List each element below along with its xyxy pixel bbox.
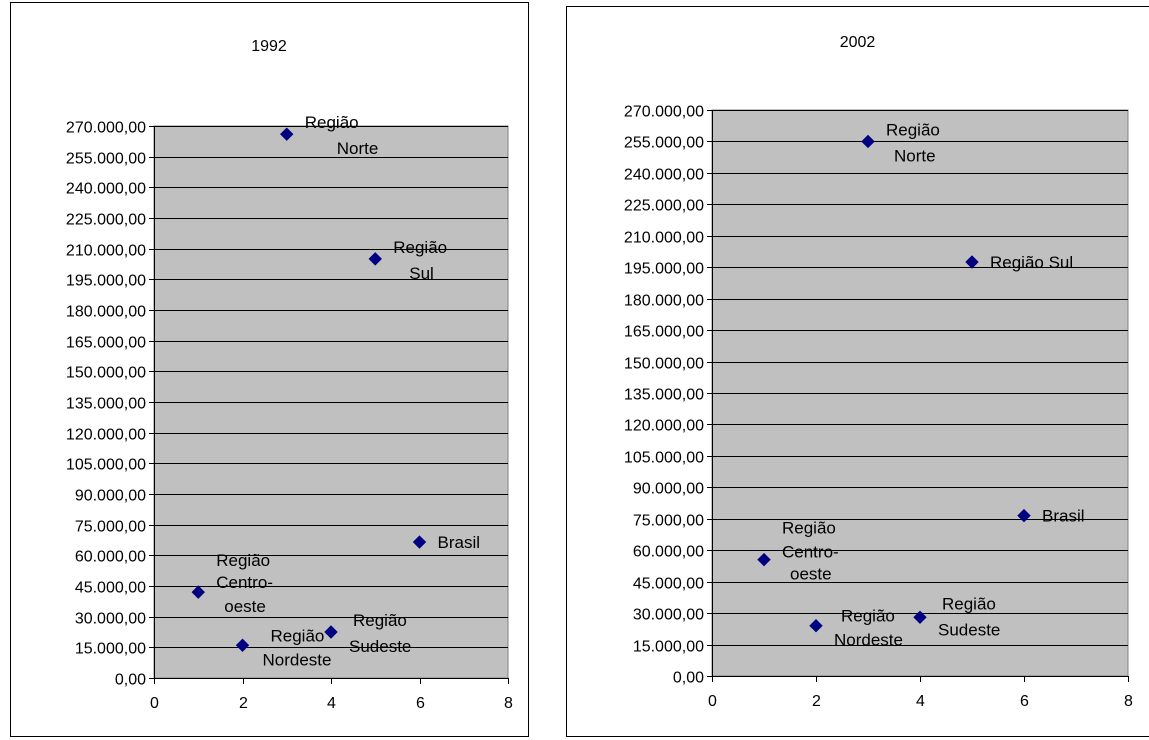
y-tick-label: 225.000,00 — [66, 212, 146, 229]
y-tick-label: 60.000,00 — [633, 544, 704, 561]
y-tick-label: 120.000,00 — [66, 427, 146, 444]
data-label: Brasil — [438, 533, 481, 552]
chart-1992-svg: 1992 0,00 15.000,00 30.000,00 45.000,00 60.00… — [10, 2, 529, 737]
data-label: Nordeste — [834, 631, 903, 650]
data-label: Região — [841, 607, 895, 626]
data-label: Sudeste — [938, 620, 1000, 639]
y-tick-label: 150.000,00 — [624, 356, 704, 373]
data-point — [757, 552, 771, 567]
y-tick-label: 90.000,00 — [633, 481, 704, 498]
y-tick-label: 0,00 — [115, 672, 146, 689]
chart-title: 1992 — [251, 38, 287, 55]
x-tick-label: 2 — [239, 695, 248, 712]
chart-title: 2002 — [840, 34, 876, 51]
data-point — [324, 625, 338, 639]
y-tick-label: 75.000,00 — [75, 519, 146, 536]
y-tick-label: 180.000,00 — [624, 293, 704, 310]
data-point — [368, 252, 382, 266]
x-tick-label: 6 — [1020, 693, 1029, 710]
x-tick-label: 6 — [416, 695, 425, 712]
y-tick-label: 240.000,00 — [66, 181, 146, 198]
y-tick-label: 0,00 — [673, 670, 704, 687]
y-tick-label: 90.000,00 — [75, 488, 146, 505]
y-tick-label: 105.000,00 — [66, 457, 146, 474]
y-tick-label: 75.000,00 — [633, 513, 704, 530]
data-label: Brasil — [1042, 507, 1085, 526]
data-point — [191, 585, 205, 599]
data-label: Região — [353, 611, 407, 630]
data-point — [809, 618, 823, 633]
chart-2002: 2002 0,00 15.000,00 30.000,00 45.000,00 60.00… — [560, 0, 1149, 740]
data-label: oeste — [224, 597, 266, 616]
y-tick-label: 30.000,00 — [633, 607, 704, 624]
y-tick-label: 225.000,00 — [624, 198, 704, 215]
data-label: Norte — [894, 146, 936, 165]
y-tick-label: 120.000,00 — [624, 418, 704, 435]
data-label: oeste — [790, 565, 832, 584]
y-tick-label: 30.000,00 — [75, 611, 146, 628]
x-tick-label: 8 — [504, 695, 513, 712]
x-tick-label: 4 — [916, 693, 925, 710]
data-label: Norte — [337, 139, 379, 158]
y-tick-label: 45.000,00 — [75, 580, 146, 597]
data-point — [412, 535, 427, 549]
data-label: Sudeste — [349, 637, 411, 656]
data-point — [280, 127, 294, 141]
y-tick-label: 165.000,00 — [624, 324, 704, 341]
y-tick-label: 15.000,00 — [75, 641, 146, 658]
data-label: Nordeste — [263, 650, 332, 669]
chart-1992: 1992 0,00 15.000,00 30.000,00 45.000,00 60.00… — [0, 0, 540, 740]
y-tick-label: 165.000,00 — [66, 335, 146, 352]
y-tick-label: 255.000,00 — [66, 151, 146, 168]
y-tick-label: 105.000,00 — [624, 450, 704, 467]
data-label: Centro- — [216, 573, 273, 592]
data-point — [235, 638, 250, 652]
y-tick-label: 135.000,00 — [66, 396, 146, 413]
data-label: Região — [942, 594, 996, 613]
y-tick-label: 15.000,00 — [633, 639, 704, 656]
data-point — [861, 134, 875, 149]
data-label: Região Sul — [990, 253, 1073, 272]
x-tick-label: 4 — [327, 695, 336, 712]
y-tick-label: 270.000,00 — [66, 120, 146, 137]
y-tick-label: 150.000,00 — [66, 365, 146, 382]
data-label: Região — [393, 238, 447, 257]
y-tick-label: 195.000,00 — [66, 273, 146, 290]
y-tick-label: 180.000,00 — [66, 304, 146, 321]
data-label: Região — [782, 519, 836, 538]
y-tick-label: 45.000,00 — [633, 576, 704, 593]
data-label: Região — [305, 113, 359, 132]
y-tick-label: 135.000,00 — [624, 387, 704, 404]
y-tick-label: 210.000,00 — [66, 243, 146, 260]
x-tick-label: 0 — [150, 695, 159, 712]
data-label: Região — [216, 551, 270, 570]
x-tick-label: 2 — [812, 693, 821, 710]
chart-2002-svg: 2002 0,00 15.000,00 30.000,00 45.000,00 60.00… — [566, 6, 1149, 737]
y-tick-label: 255.000,00 — [624, 135, 704, 152]
y-tick-label: 270.000,00 — [624, 104, 704, 121]
data-label: Sul — [409, 264, 434, 283]
data-label: Centro- — [782, 543, 839, 562]
data-label: Região — [886, 120, 940, 139]
y-tick-label: 60.000,00 — [75, 549, 146, 566]
y-tick-label: 240.000,00 — [624, 167, 704, 184]
y-tick-label: 210.000,00 — [624, 230, 704, 247]
data-point — [913, 610, 927, 625]
data-point — [1017, 508, 1031, 523]
x-tick-label: 0 — [708, 693, 717, 710]
data-point — [965, 255, 979, 269]
x-tick-label: 8 — [1124, 693, 1133, 710]
y-tick-label: 195.000,00 — [624, 261, 704, 278]
data-label: Região — [271, 626, 325, 645]
